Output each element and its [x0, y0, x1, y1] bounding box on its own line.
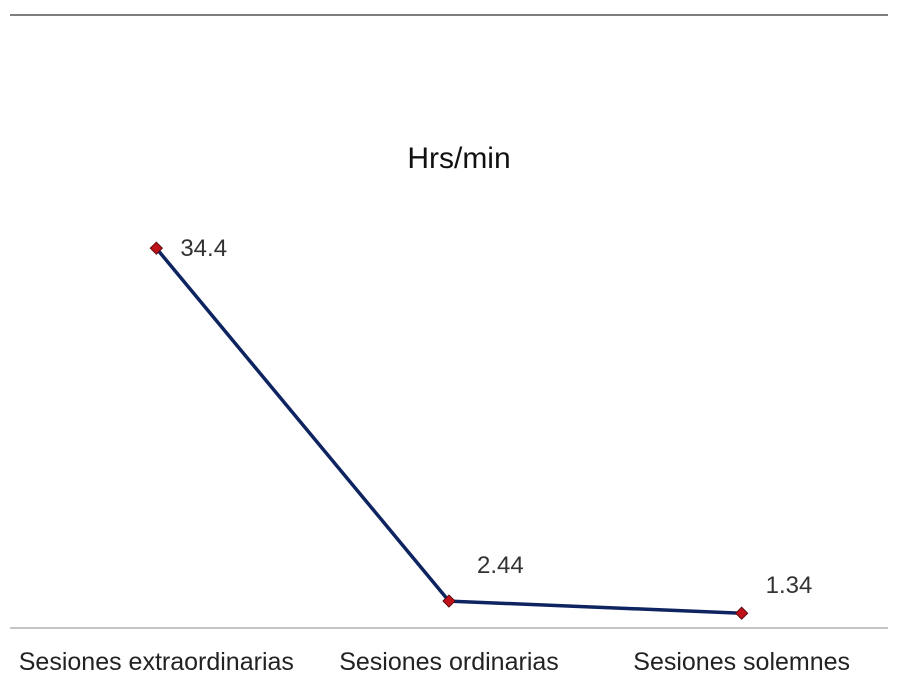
plot-area: 34.4 2.44 1.34 Sesiones extraordinarias Sesi… — [19, 235, 850, 673]
data-label: 1.34 — [766, 572, 813, 599]
series-line — [154, 246, 744, 615]
data-point-marker — [734, 606, 749, 620]
data-point-marker — [442, 594, 456, 608]
data-point-marker — [149, 241, 164, 255]
data-label: 34.4 — [180, 235, 227, 262]
x-tick-label: Sesiones solemnes — [633, 648, 850, 673]
chart-title: Hrs/min — [407, 142, 510, 175]
x-tick-label: Sesiones extraordinarias — [19, 648, 294, 673]
x-tick-label: Sesiones ordinarias — [339, 648, 559, 673]
data-label: 2.44 — [477, 552, 524, 579]
